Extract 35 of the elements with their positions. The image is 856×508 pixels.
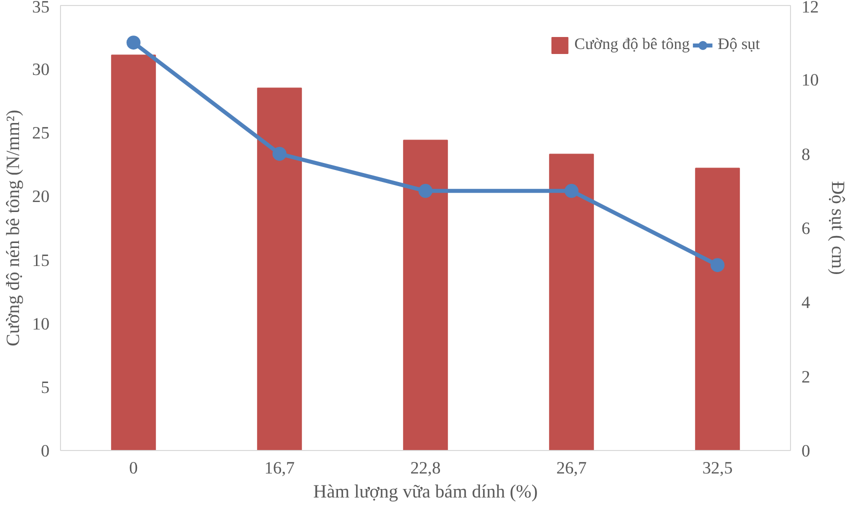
x-tick-label: 32,5	[702, 458, 733, 478]
x-tick-label: 26,7	[556, 458, 587, 478]
point	[564, 184, 578, 198]
y-tick-label: 25	[32, 124, 50, 143]
y-tick-label: 10	[32, 314, 50, 334]
y-axis-title: Cường độ nén bê tông (N/mm²)	[3, 110, 24, 346]
x-tick-label: 0	[129, 458, 138, 478]
bar	[695, 168, 740, 450]
bar	[549, 154, 594, 450]
bar	[111, 54, 156, 450]
y-tick-label: 35	[32, 0, 50, 16]
y2-tick-label: 10	[802, 70, 819, 90]
x-tick-label: 22,8	[410, 458, 441, 478]
y2-tick-label: 6	[802, 219, 810, 238]
legend-label: Cường độ bê tông	[574, 36, 690, 54]
x-tick-label: 16,7	[264, 458, 295, 478]
y-tick-label: 0	[40, 442, 50, 460]
bar	[403, 140, 448, 450]
y2-tick-label: 0	[802, 442, 810, 460]
y2-tick-label: 12	[802, 0, 819, 16]
point	[126, 36, 140, 50]
bar	[257, 88, 302, 450]
point	[418, 184, 432, 198]
y2-tick-label: 8	[802, 144, 810, 164]
point	[710, 258, 724, 272]
y2-axis-title: Độ sụt ( cm)	[826, 181, 848, 275]
y2-tick-label: 4	[802, 293, 810, 312]
y-tick-label: 30	[32, 60, 50, 80]
y-tick-label: 20	[32, 187, 50, 206]
point	[272, 146, 286, 161]
y-tick-label: 5	[40, 378, 50, 397]
y2-tick-label: 2	[802, 367, 810, 386]
x-axis-title: Hàm lượng vữa bám dính (%)	[313, 482, 538, 502]
legend-label: Độ sụt	[718, 36, 760, 54]
y-tick-label: 15	[32, 250, 50, 270]
